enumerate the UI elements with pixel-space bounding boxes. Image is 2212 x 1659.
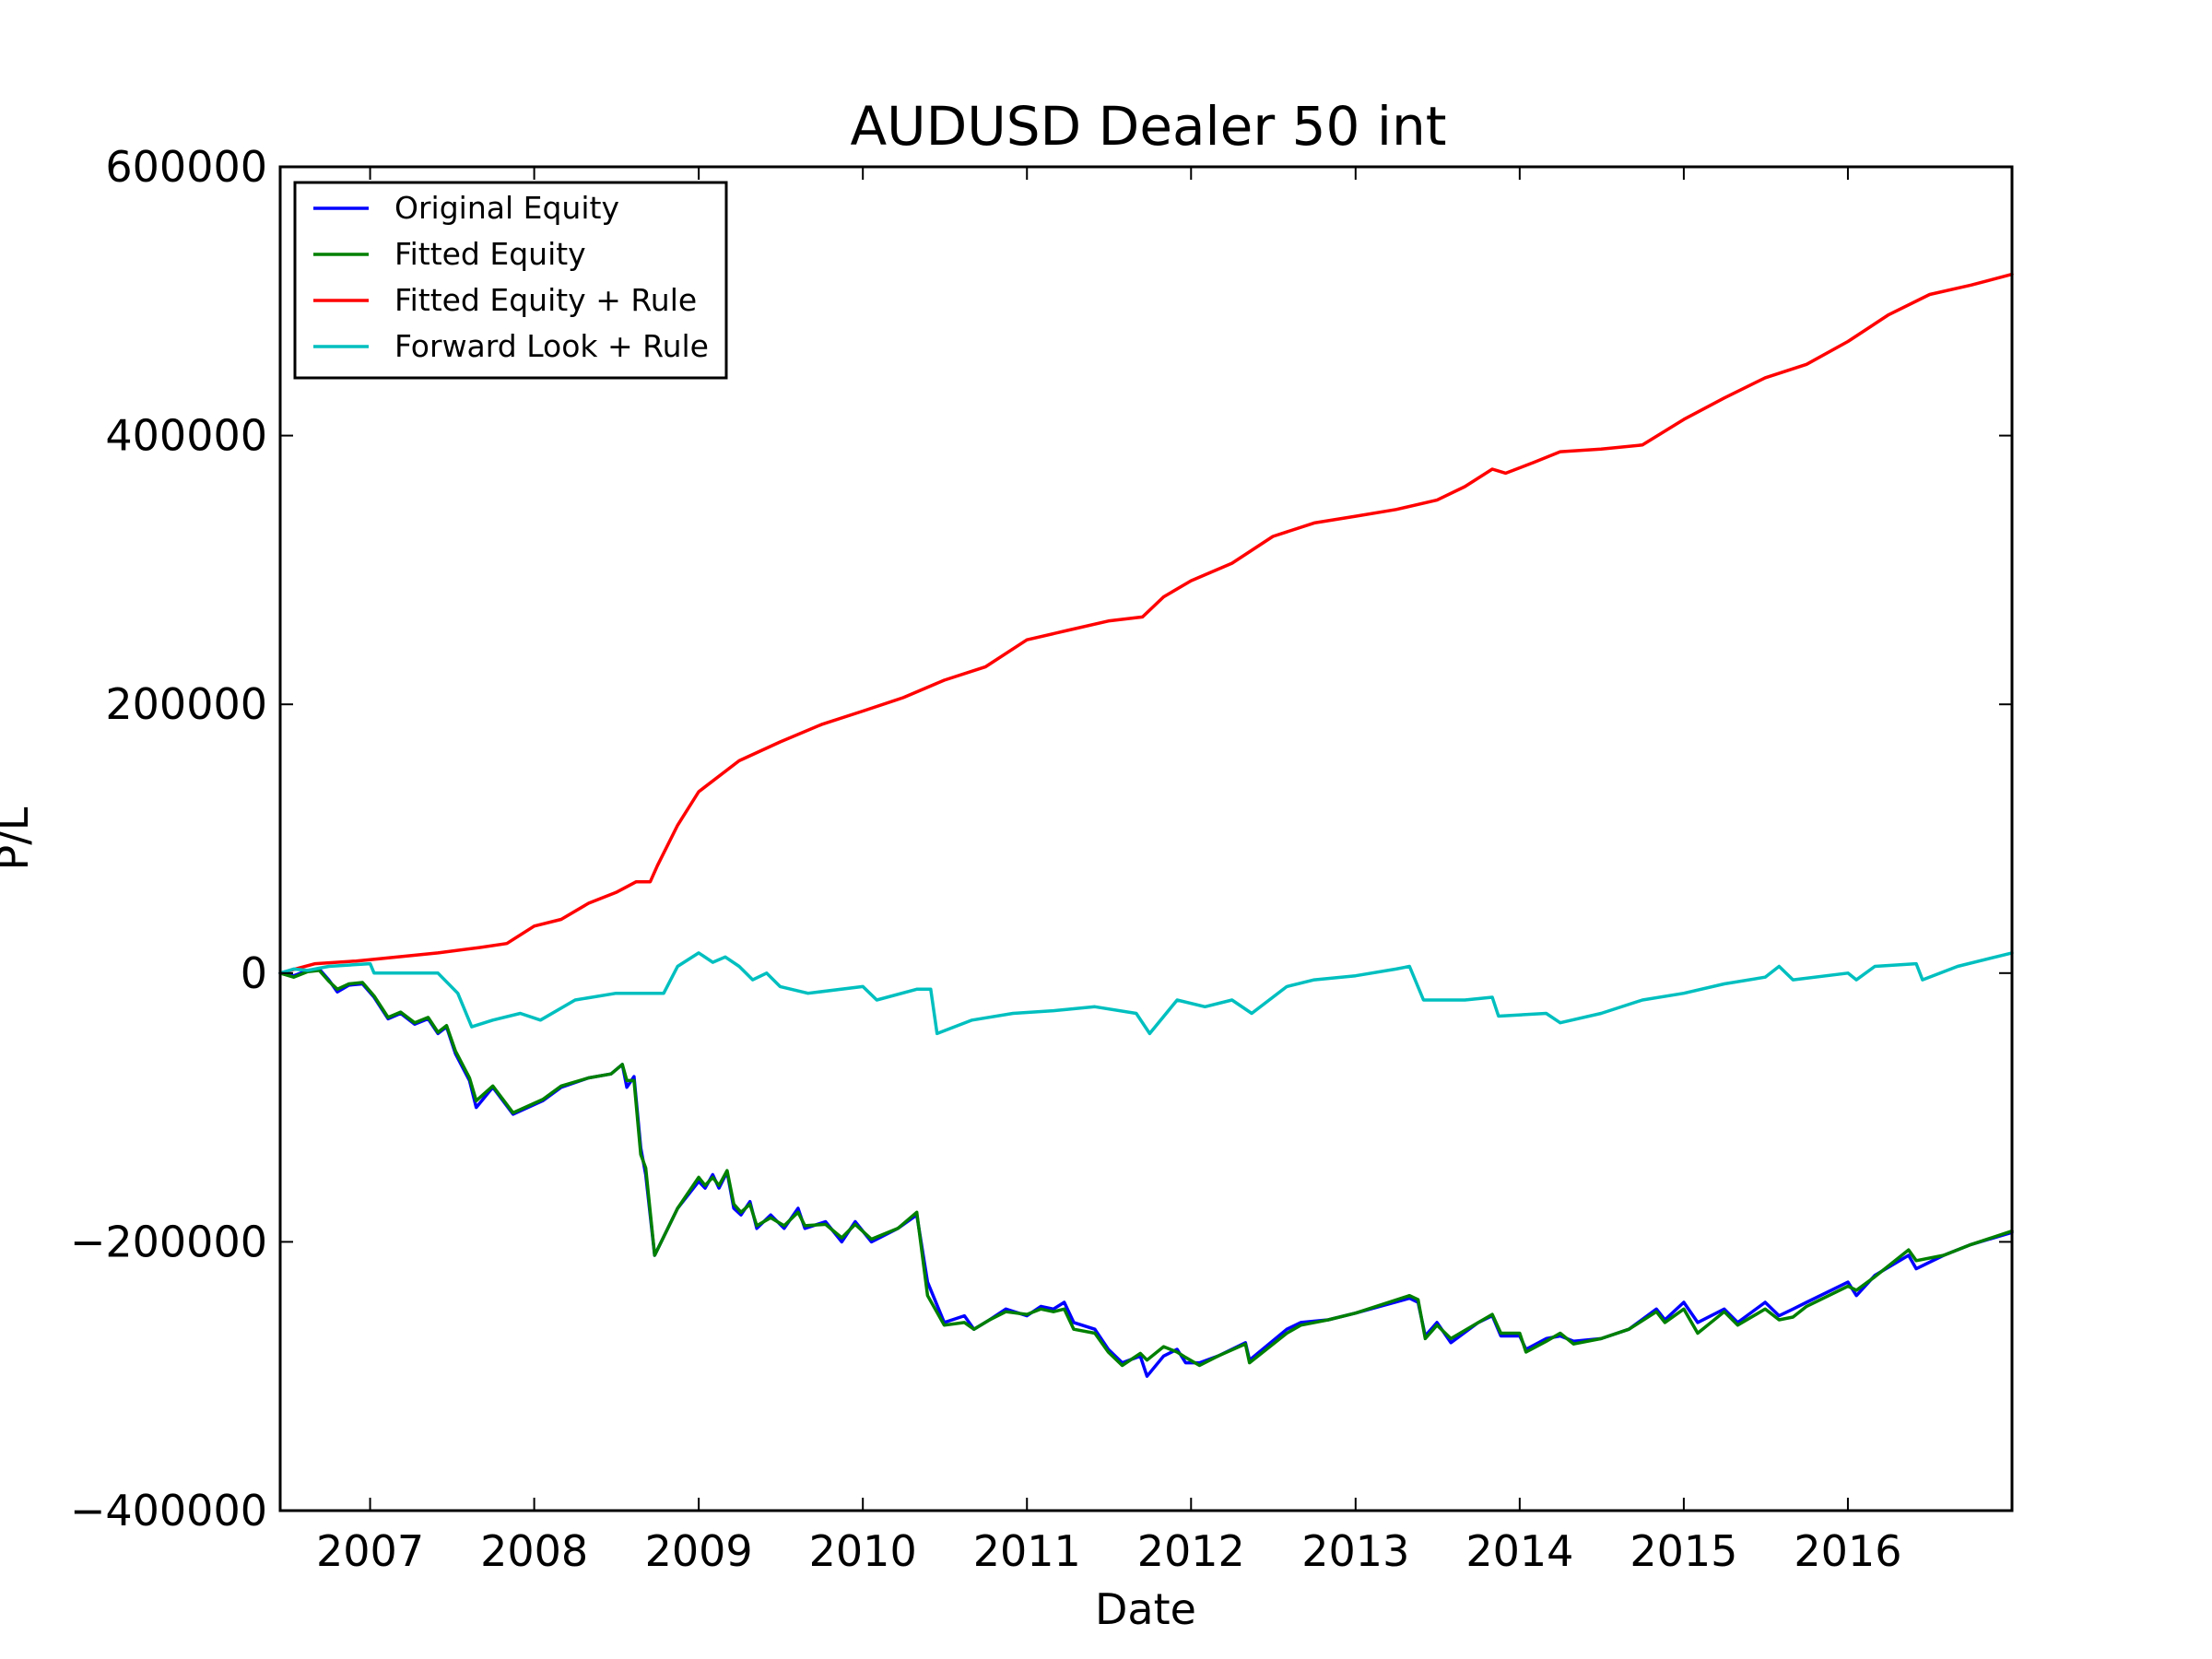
y-tick-label-2: 200000 (105, 679, 267, 729)
y-axis-label: P/L (0, 806, 38, 870)
legend-label-1: Fitted Equity (394, 236, 586, 272)
x-tick-label-5: 2012 (1137, 1526, 1245, 1576)
x-tick-label-9: 2016 (1794, 1526, 1901, 1576)
legend-label-0: Original Equity (394, 190, 619, 226)
series-line-2 (278, 272, 2014, 975)
ticks-layer (280, 166, 2012, 1512)
series-line-1 (278, 969, 2014, 1368)
y-tick-label-1: 400000 (105, 411, 267, 461)
x-tick-labels: 2007 2008 2009 2010 2011 2012 2013 2014 2015 2016 (316, 1526, 1901, 1576)
plot-area (278, 165, 2014, 1512)
y-tick-labels: 600000 400000 200000 0 −200000 −400000 (70, 142, 267, 1535)
x-tick-label-1: 2008 (480, 1526, 588, 1576)
x-tick-label-3: 2010 (809, 1526, 917, 1576)
y-tick-label-3: 0 (241, 948, 267, 998)
plot-frame (278, 165, 2014, 1512)
x-tick-label-7: 2014 (1465, 1526, 1573, 1576)
x-tick-label-4: 2011 (973, 1526, 1081, 1576)
y-tick-label-0: 600000 (105, 142, 267, 192)
x-tick-label-2: 2009 (645, 1526, 753, 1576)
x-tick-label-0: 2007 (316, 1526, 424, 1576)
chart-title: AUDUSD Dealer 50 int (851, 95, 1447, 158)
y-tick-label-5: −400000 (70, 1486, 267, 1535)
legend-label-2: Fitted Equity + Rule (394, 282, 697, 318)
legend: Original Equity Fitted Equity Fitted Equit… (293, 181, 728, 380)
series-line-3 (278, 951, 2014, 1036)
legend-items: Original Equity Fitted Equity Fitted Equit… (313, 190, 709, 364)
legend-label-3: Forward Look + Rule (394, 328, 709, 364)
x-axis-label: Date (1095, 1584, 1196, 1634)
series-layer (278, 272, 2014, 1378)
x-tick-label-6: 2013 (1301, 1526, 1409, 1576)
y-tick-label-4: −200000 (70, 1217, 267, 1266)
x-tick-label-8: 2015 (1630, 1526, 1737, 1576)
